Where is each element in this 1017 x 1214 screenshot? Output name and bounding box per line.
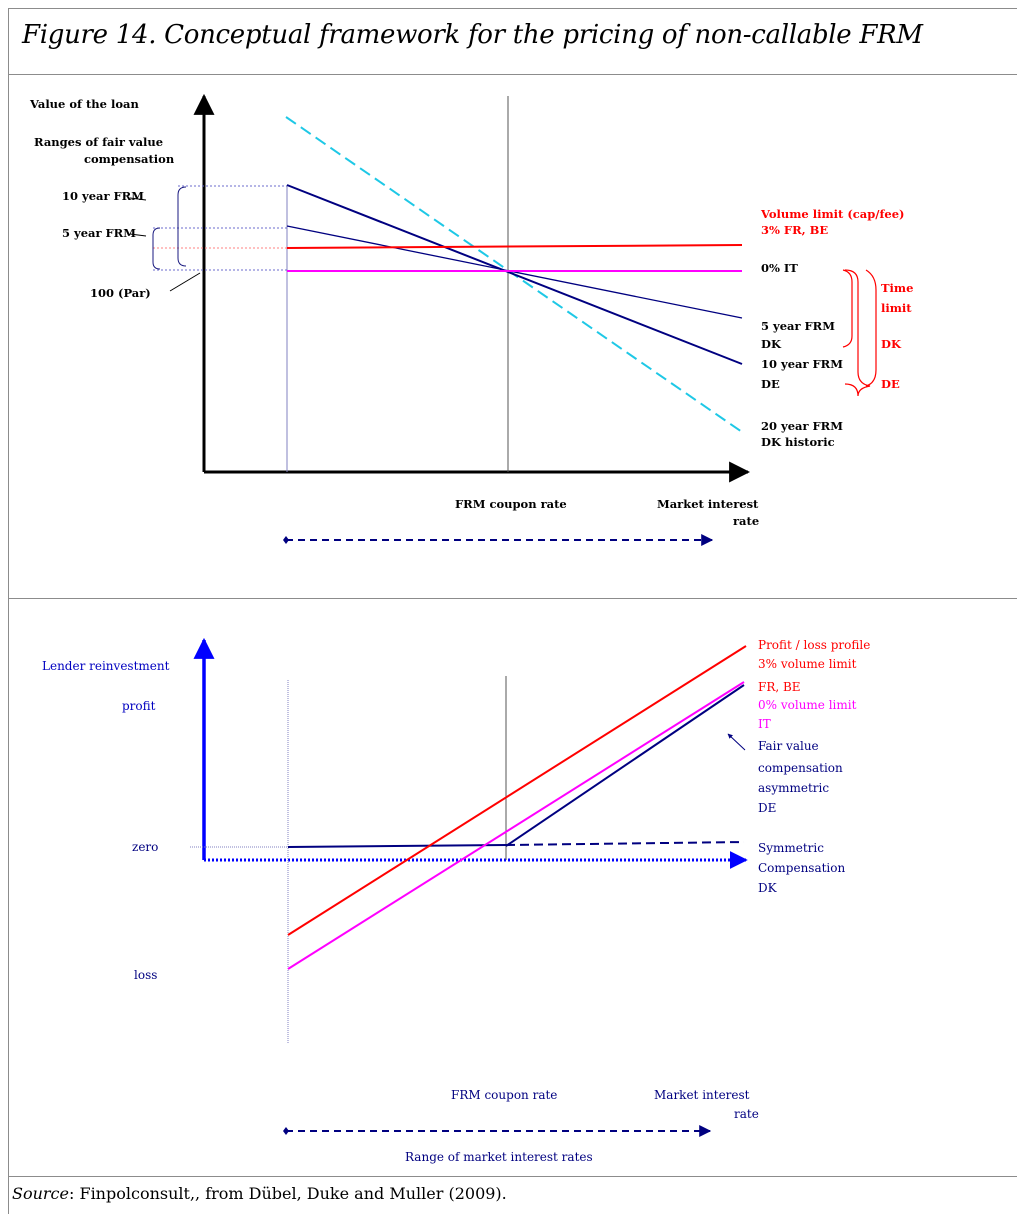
- label-fv-2: compensation: [758, 761, 843, 775]
- bottom-fair-value-line: [505, 684, 745, 847]
- time-limit-dk: DK: [881, 337, 902, 351]
- top-range-arrow-start: [283, 536, 289, 544]
- time-limit-de: DE: [881, 377, 900, 391]
- bottom-panel-diagram: Lender reinvestment profit zero loss FRM…: [42, 637, 870, 1164]
- bottom-loss-label: loss: [134, 968, 157, 982]
- label-20y-frm-2: DK historic: [761, 435, 835, 449]
- bottom-y-label-2: profit: [122, 699, 156, 713]
- figure-title: Figure 14. Conceptual framework for the …: [22, 20, 923, 50]
- bottom-range-label: Range of market interest rates: [405, 1150, 593, 1164]
- label-20y-frm-1: 20 year FRM: [761, 419, 843, 433]
- label-5y-frm-1: 5 year FRM: [761, 319, 835, 333]
- label-10-year-frm: 10 year FRM: [62, 189, 144, 203]
- label-profit-loss-3: FR, BE: [758, 680, 801, 694]
- bottom-symmetric-dashed: [505, 841, 745, 846]
- dk-brace: [842, 269, 853, 348]
- source-top-rule: [8, 1176, 1017, 1177]
- bottom-x-coupon-label: FRM coupon rate: [451, 1088, 557, 1102]
- time-limit-label-2: limit: [881, 301, 912, 315]
- top-panel-diagram: Value of the loan Ranges of fair value c…: [29, 93, 913, 546]
- label-10y-frm-2: DE: [761, 377, 780, 391]
- ranges-label-1: Ranges of fair value: [34, 135, 163, 149]
- label-it-1: 0% volume limit: [758, 698, 857, 712]
- top-x-axis-label-2: rate: [733, 514, 759, 528]
- label-volume-limit-1: Volume limit (cap/fee): [760, 207, 905, 221]
- label-it-2: IT: [758, 717, 771, 731]
- panel-divider: [8, 598, 1017, 599]
- bottom-x-axis-label-1: Market interest: [654, 1088, 750, 1102]
- label-it: 0% IT: [761, 261, 798, 275]
- label-sym-2: Compensation: [758, 861, 845, 875]
- top-volume-limit-line: [286, 244, 743, 249]
- frame-border: [8, 8, 1017, 1214]
- time-limit-brace-inner: [865, 269, 877, 387]
- label-sym-1: Symmetric: [758, 841, 824, 855]
- label-fv-1: Fair value: [758, 739, 819, 753]
- top-10y-frm-line: [286, 184, 743, 365]
- title-top-rule: [8, 8, 1017, 9]
- top-brace-5y: [152, 227, 161, 270]
- label-fv-3: asymmetric: [758, 781, 829, 795]
- time-limit-brace-outer: [844, 269, 871, 397]
- label-fv-4: DE: [758, 801, 776, 815]
- source-line: Source: Finpolconsult,, from Dübel, Duke…: [12, 1184, 507, 1203]
- label-par: 100 (Par): [90, 286, 151, 300]
- time-limit-label-1: Time: [881, 281, 913, 295]
- bottom-y-label-1: Lender reinvestment: [42, 659, 170, 673]
- label-5y-frm-2: DK: [761, 337, 782, 351]
- title-bottom-rule: [8, 74, 1017, 75]
- label-10y-frm-1: 10 year FRM: [761, 357, 843, 371]
- leader-10y: [129, 197, 147, 201]
- leader-par: [169, 272, 201, 292]
- bottom-range-arrow-start: [283, 1127, 289, 1135]
- bottom-zero-label: zero: [132, 840, 158, 854]
- fair-value-leader: [727, 733, 746, 751]
- top-x-coupon-label: FRM coupon rate: [455, 497, 567, 511]
- label-5-year-frm: 5 year FRM: [62, 226, 136, 240]
- source-text: : Finpolconsult,, from Dübel, Duke and M…: [68, 1184, 507, 1203]
- label-profit-loss-1: Profit / loss profile: [758, 638, 870, 652]
- top-brace-10y: [177, 186, 187, 267]
- top-x-axis-label-1: Market interest: [657, 497, 759, 511]
- source-label: Source: [12, 1184, 69, 1203]
- ranges-label-2: compensation: [84, 152, 175, 166]
- top-y-axis-label: Value of the loan: [29, 97, 139, 111]
- label-volume-limit-2: 3% FR, BE: [761, 223, 828, 237]
- leader-5y: [129, 233, 147, 237]
- bottom-it-line: [287, 681, 745, 970]
- bottom-symmetric-line: [287, 844, 507, 848]
- bottom-x-axis-label-2: rate: [734, 1107, 759, 1121]
- label-profit-loss-2: 3% volume limit: [758, 657, 857, 671]
- label-sym-3: DK: [758, 881, 778, 895]
- bottom-volume-limit-line: [287, 645, 747, 936]
